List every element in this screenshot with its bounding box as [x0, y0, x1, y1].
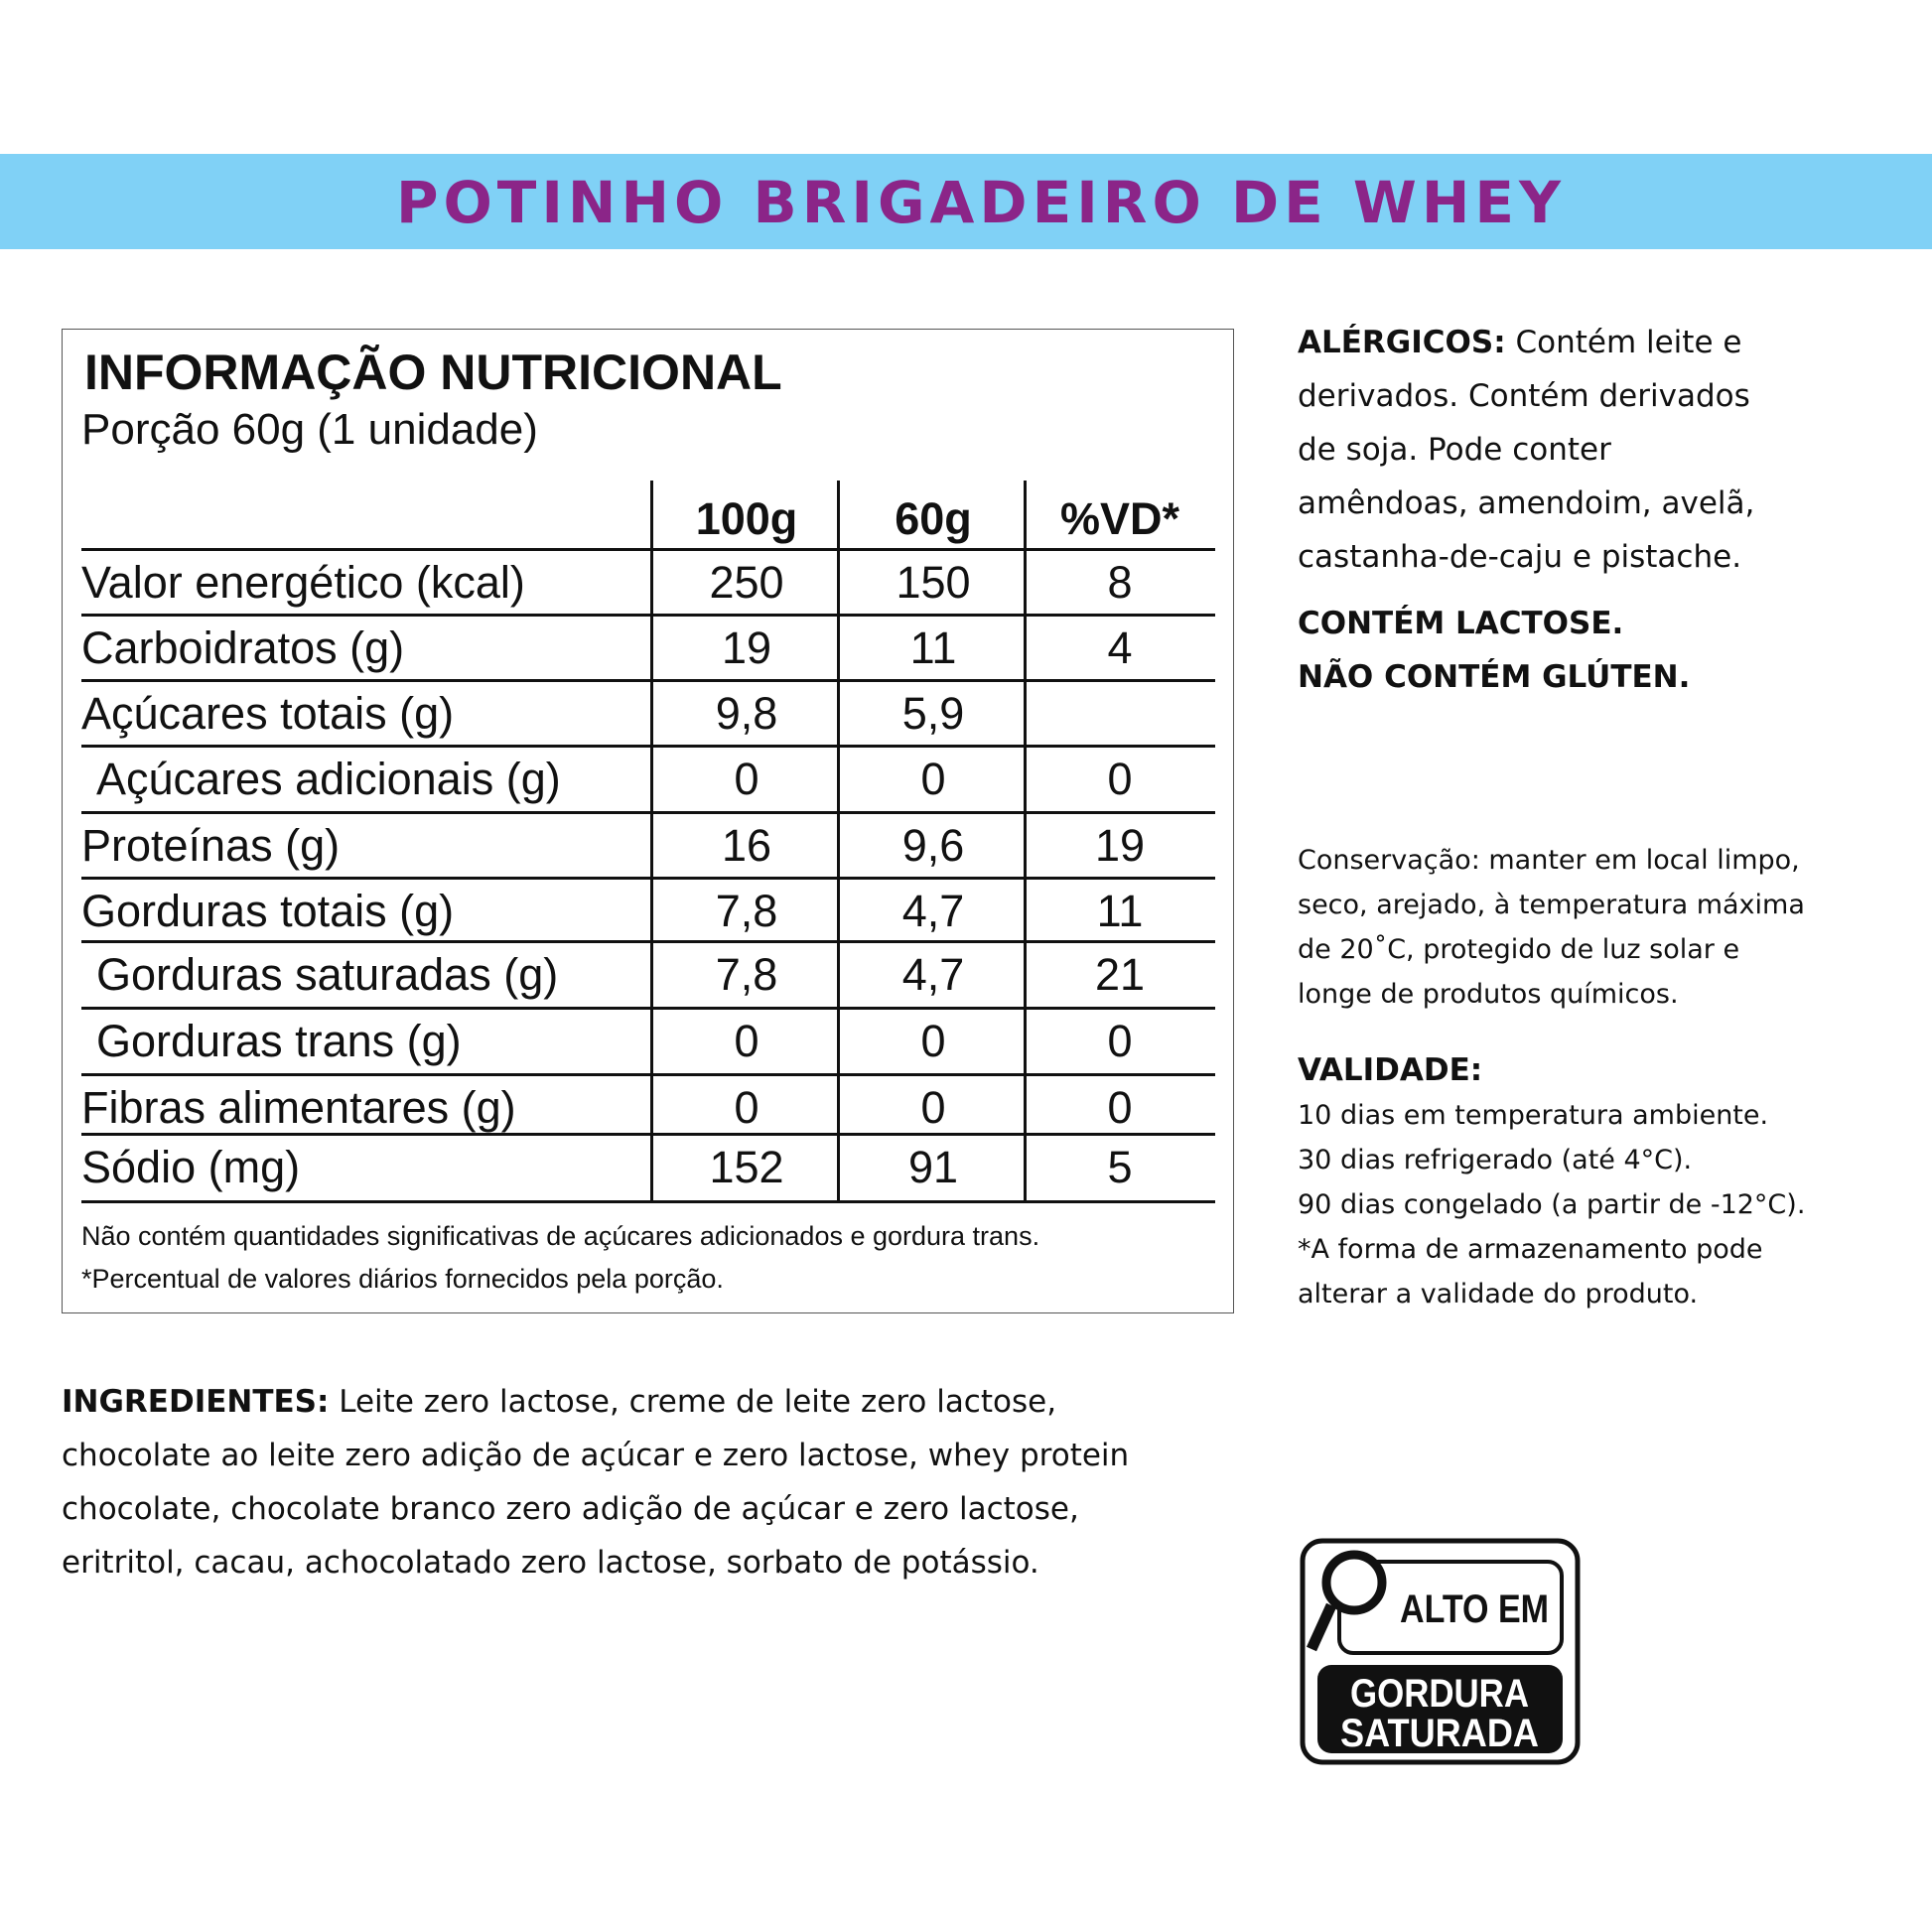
nutrient-value-v60: 0	[920, 754, 946, 804]
text-line: alterar a validade do produto.	[1298, 1279, 1699, 1310]
text-line: 90 dias congelado (a partir de -12°C).	[1298, 1189, 1806, 1220]
nutrient-label: Gorduras trans (g)	[96, 1016, 462, 1066]
nutrient-value-v100: 0	[734, 1082, 759, 1133]
nutrient-value-vd: 0	[1107, 1016, 1133, 1066]
portion-text: Porção 60g (1 unidade)	[81, 405, 538, 454]
badge-top-text: ALTO EM	[1400, 1587, 1549, 1631]
badge-text-2: SATURADA	[1340, 1712, 1539, 1755]
column-divider	[837, 481, 840, 1202]
conservation-text: Conservação: manter em local limpo, seco…	[1298, 838, 1805, 1017]
text-line: amêndoas, amendoim, avelã,	[1298, 485, 1755, 521]
ingredients-label: INGREDIENTES:	[62, 1384, 330, 1420]
text-line: 10 dias em temperatura ambiente.	[1298, 1100, 1769, 1131]
nutrient-label: Açúcares adicionais (g)	[96, 754, 561, 804]
nutrient-value-vd: 5	[1107, 1142, 1133, 1192]
nutrient-value-vd: 0	[1107, 1082, 1133, 1133]
nutrient-label: Açúcares totais (g)	[81, 688, 455, 739]
allergens-label: ALÉRGICOS:	[1298, 325, 1506, 360]
column-header: %VD*	[1059, 493, 1180, 544]
nutrition-title: INFORMAÇÃO NUTRICIONAL	[84, 345, 782, 400]
nutrient-value-v100: 0	[734, 754, 759, 804]
nutrient-value-v60: 9,6	[901, 820, 965, 871]
nutrient-value-v100: 7,8	[715, 886, 778, 936]
text-line: chocolate ao leite zero adição de açúcar…	[62, 1438, 1130, 1473]
text-line: chocolate, chocolate branco zero adição …	[62, 1491, 1079, 1527]
text-line: 30 dias refrigerado (até 4°C).	[1298, 1145, 1693, 1175]
nutrient-value-v60: 0	[920, 1016, 946, 1066]
lactose-gluten: CONTÉM LACTOSE. NÃO CONTÉM GLÚTEN.	[1298, 597, 1690, 704]
nutrient-value-vd: 11	[1096, 886, 1144, 936]
row-divider	[81, 940, 1215, 943]
nutrient-label: Fibras alimentares (g)	[81, 1082, 516, 1133]
column-header: 100g	[695, 493, 798, 544]
nutrient-label: Sódio (mg)	[81, 1142, 301, 1192]
column-header: 60g	[895, 493, 972, 544]
text-line: derivados. Contém derivados	[1298, 378, 1750, 414]
validity-text: VALIDADE: 10 dias em temperatura ambient…	[1298, 1048, 1805, 1316]
nutrient-value-v100: 250	[709, 557, 784, 608]
badge-text-1: GORDURA	[1350, 1672, 1529, 1716]
nutrient-label: Gorduras saturadas (g)	[96, 949, 559, 1000]
nutrient-label: Valor energético (kcal)	[81, 557, 525, 608]
text-line: Contém leite e	[1505, 325, 1742, 360]
row-divider	[81, 1200, 1215, 1203]
text-line: de soja. Pode conter	[1298, 432, 1611, 468]
text-line: eritritol, cacau, achocolatado zero lact…	[62, 1545, 1039, 1581]
magnifier-icon	[1306, 1550, 1387, 1652]
nutrient-value-vd: 19	[1094, 820, 1146, 871]
validity-label: VALIDADE:	[1298, 1052, 1483, 1088]
nutrient-value-v100: 19	[721, 622, 772, 673]
allergens-text: ALÉRGICOS: Contém leite e derivados. Con…	[1298, 316, 1754, 584]
text-line: de 20˚C, protegido de luz solar e	[1298, 934, 1740, 965]
gluten-text: NÃO CONTÉM GLÚTEN.	[1298, 659, 1691, 695]
text-line: longe de produtos químicos.	[1298, 979, 1679, 1010]
nutrient-value-v60: 4,7	[901, 886, 965, 936]
text-line: Conservação: manter em local limpo,	[1298, 845, 1800, 876]
row-divider	[81, 548, 1215, 551]
product-title: POTINHO BRIGADEIRO DE WHEY	[395, 169, 1567, 236]
text-line: seco, arejado, à temperatura máxima	[1298, 890, 1805, 920]
nutrient-label: Gorduras totais (g)	[81, 886, 455, 936]
nutrient-value-v60: 91	[907, 1142, 959, 1192]
row-divider	[81, 745, 1215, 748]
row-divider	[81, 679, 1215, 682]
high-saturated-fat-badge: ALTO EM GORDURA SATURADA	[1300, 1538, 1581, 1765]
nutrient-value-v100: 9,8	[715, 688, 778, 739]
text-line: Leite zero lactose, creme de leite zero …	[329, 1384, 1057, 1420]
row-divider	[81, 614, 1215, 617]
nutrient-value-vd: 8	[1107, 557, 1133, 608]
row-divider	[81, 877, 1215, 880]
nutrient-value-v100: 7,8	[715, 949, 778, 1000]
lactose-text: CONTÉM LACTOSE.	[1298, 606, 1624, 641]
text-line: *A forma de armazenamento pode	[1298, 1234, 1763, 1265]
nutrient-value-v60: 150	[896, 557, 971, 608]
row-divider	[81, 1007, 1215, 1010]
footnote: Não contém quantidades significativas de…	[81, 1221, 1040, 1251]
column-divider	[1024, 481, 1027, 1202]
row-divider	[81, 1133, 1215, 1136]
column-divider	[650, 481, 653, 1202]
nutrition-table-box	[62, 329, 1234, 1313]
row-divider	[81, 1073, 1215, 1076]
nutrient-value-v60: 5,9	[901, 688, 965, 739]
nutrient-value-v100: 152	[709, 1142, 784, 1192]
nutrient-label: Proteínas (g)	[81, 820, 341, 871]
nutrient-value-vd: 0	[1107, 754, 1133, 804]
footnote: *Percentual de valores diários fornecido…	[81, 1264, 724, 1294]
nutrient-value-v100: 16	[721, 820, 772, 871]
nutrient-value-v60: 0	[920, 1082, 946, 1133]
nutrient-value-vd: 21	[1094, 949, 1146, 1000]
ingredients-text: INGREDIENTES: Leite zero lactose, creme …	[62, 1375, 1129, 1589]
nutrient-label: Carboidratos (g)	[81, 622, 405, 673]
header-band	[0, 154, 1932, 249]
nutrient-value-v60: 4,7	[901, 949, 965, 1000]
text-line: castanha-de-caju e pistache.	[1298, 539, 1742, 575]
nutrient-value-v100: 0	[734, 1016, 759, 1066]
row-divider	[81, 811, 1215, 814]
nutrient-value-vd: 4	[1107, 622, 1133, 673]
nutrient-value-v60: 11	[909, 622, 957, 673]
